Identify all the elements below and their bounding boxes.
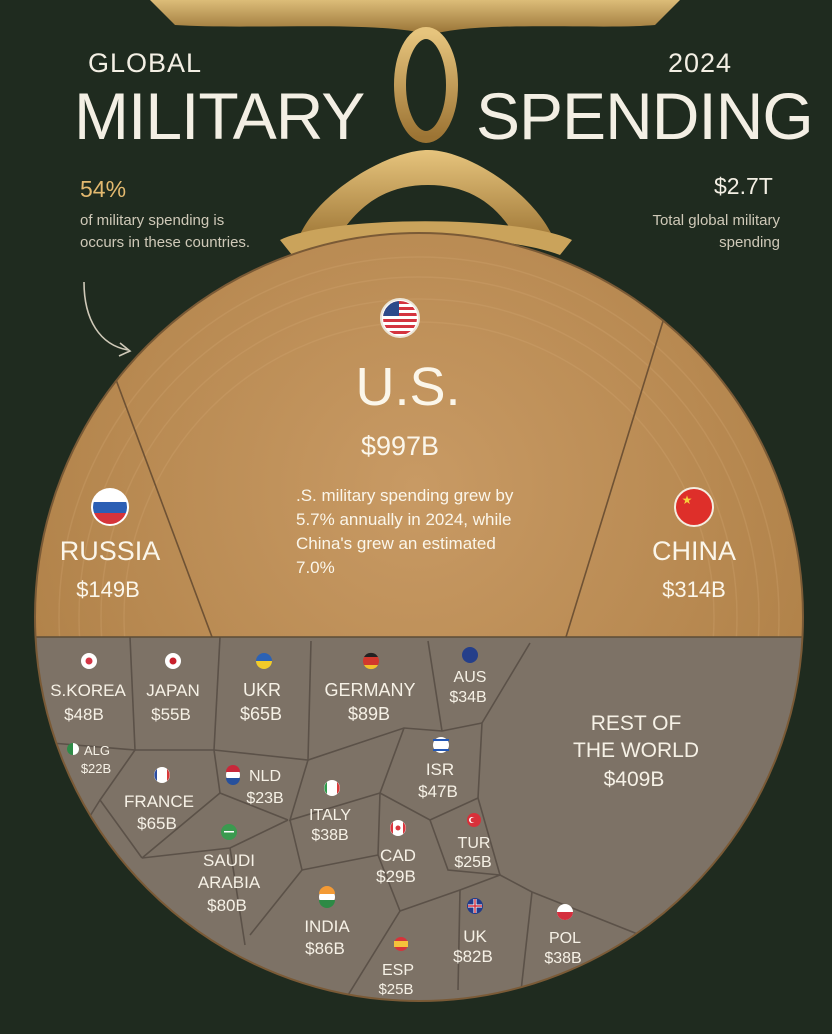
tur-name: TUR bbox=[458, 835, 491, 852]
isr-value: $47B bbox=[418, 782, 458, 801]
nld-name: NLD bbox=[249, 768, 281, 785]
title-year: 2024 bbox=[668, 48, 733, 78]
esp-name: ESP bbox=[382, 962, 414, 979]
poland-flag-icon bbox=[557, 904, 573, 920]
sau-name-1: SAUDI bbox=[203, 851, 255, 870]
ukr-value: $65B bbox=[240, 704, 282, 724]
cell-borders bbox=[39, 636, 641, 1001]
svg-text:★: ★ bbox=[682, 493, 693, 507]
ita-value: $38B bbox=[311, 827, 348, 844]
uk-flag-icon bbox=[467, 898, 483, 914]
uk-value: $82B bbox=[453, 947, 493, 966]
nld-value: $23B bbox=[246, 790, 283, 807]
us-flag-icon bbox=[380, 298, 420, 338]
fra-value: $65B bbox=[137, 814, 177, 833]
jpn-name: JAPAN bbox=[146, 681, 200, 700]
skor-value: $48B bbox=[64, 705, 104, 724]
medal-clasp-icon bbox=[150, 0, 680, 255]
alg-value: $22B bbox=[81, 761, 111, 776]
aus-value: $34B bbox=[449, 689, 486, 706]
australia-flag-icon bbox=[462, 647, 478, 663]
us-note: .S. military spending grew by 5.7% annua… bbox=[296, 486, 514, 577]
row-name-1: REST OF bbox=[591, 712, 682, 735]
isr-name: ISR bbox=[426, 760, 454, 779]
saudi-flag-icon bbox=[221, 824, 237, 840]
title-line1: GLOBAL bbox=[88, 48, 203, 78]
india-flag-icon bbox=[319, 886, 335, 908]
ger-name: GERMANY bbox=[324, 680, 415, 700]
tur-value: $25B bbox=[454, 854, 491, 871]
netherlands-flag-icon bbox=[226, 765, 240, 785]
us-value-label: $997B bbox=[361, 431, 439, 461]
title-main2: SPENDING bbox=[476, 79, 814, 153]
ukr-name: UKR bbox=[243, 680, 281, 700]
skor-name: S.KOREA bbox=[50, 681, 126, 700]
russia-flag-icon bbox=[91, 488, 129, 526]
russia-name-label: RUSSIA bbox=[60, 536, 161, 566]
alg-name: ALG bbox=[84, 743, 110, 758]
france-flag-icon bbox=[154, 767, 170, 783]
row-value: $409B bbox=[604, 768, 665, 791]
spain-flag-icon bbox=[394, 937, 408, 951]
ind-name: INDIA bbox=[304, 917, 350, 936]
pol-value: $38B bbox=[544, 950, 581, 967]
algeria-flag-icon bbox=[67, 743, 79, 755]
fra-name: FRANCE bbox=[124, 792, 194, 811]
ukraine-flag-icon bbox=[256, 653, 272, 669]
italy-flag-icon bbox=[324, 780, 340, 796]
share-text: of military spending is occurs in these … bbox=[80, 212, 251, 251]
skorea-flag-icon bbox=[81, 653, 97, 669]
title-main: MILITARY bbox=[74, 79, 365, 153]
canada-flag-icon bbox=[390, 820, 406, 836]
total-value: $2.7T bbox=[714, 173, 773, 199]
turkey-flag-icon bbox=[467, 813, 481, 827]
israel-flag-icon bbox=[433, 737, 449, 753]
germany-flag-icon bbox=[363, 652, 379, 670]
sau-name-2: ARABIA bbox=[198, 873, 261, 892]
uk-name: UK bbox=[463, 927, 487, 946]
aus-name: AUS bbox=[454, 669, 487, 686]
china-flag-icon: ★ bbox=[674, 487, 714, 527]
japan-flag-icon bbox=[165, 653, 181, 669]
ita-name: ITALY bbox=[309, 807, 351, 824]
china-value-label: $314B bbox=[662, 577, 726, 602]
china-name-label: CHINA bbox=[652, 536, 736, 566]
us-name-label: U.S. bbox=[355, 357, 460, 417]
cad-value: $29B bbox=[376, 867, 416, 886]
ind-value: $86B bbox=[305, 939, 345, 958]
esp-value: $25B bbox=[378, 981, 413, 998]
row-name-2: THE WORLD bbox=[573, 739, 699, 762]
pol-name: POL bbox=[549, 930, 581, 947]
annotation-arrow-icon bbox=[83, 281, 129, 351]
jpn-value: $55B bbox=[151, 705, 191, 724]
russia-value-label: $149B bbox=[76, 577, 140, 602]
sau-value: $80B bbox=[207, 896, 247, 915]
ger-value: $89B bbox=[348, 704, 390, 724]
share-value: 54% bbox=[80, 176, 127, 202]
cad-name: CAD bbox=[380, 846, 416, 865]
total-text: Total global military spending bbox=[652, 212, 780, 251]
